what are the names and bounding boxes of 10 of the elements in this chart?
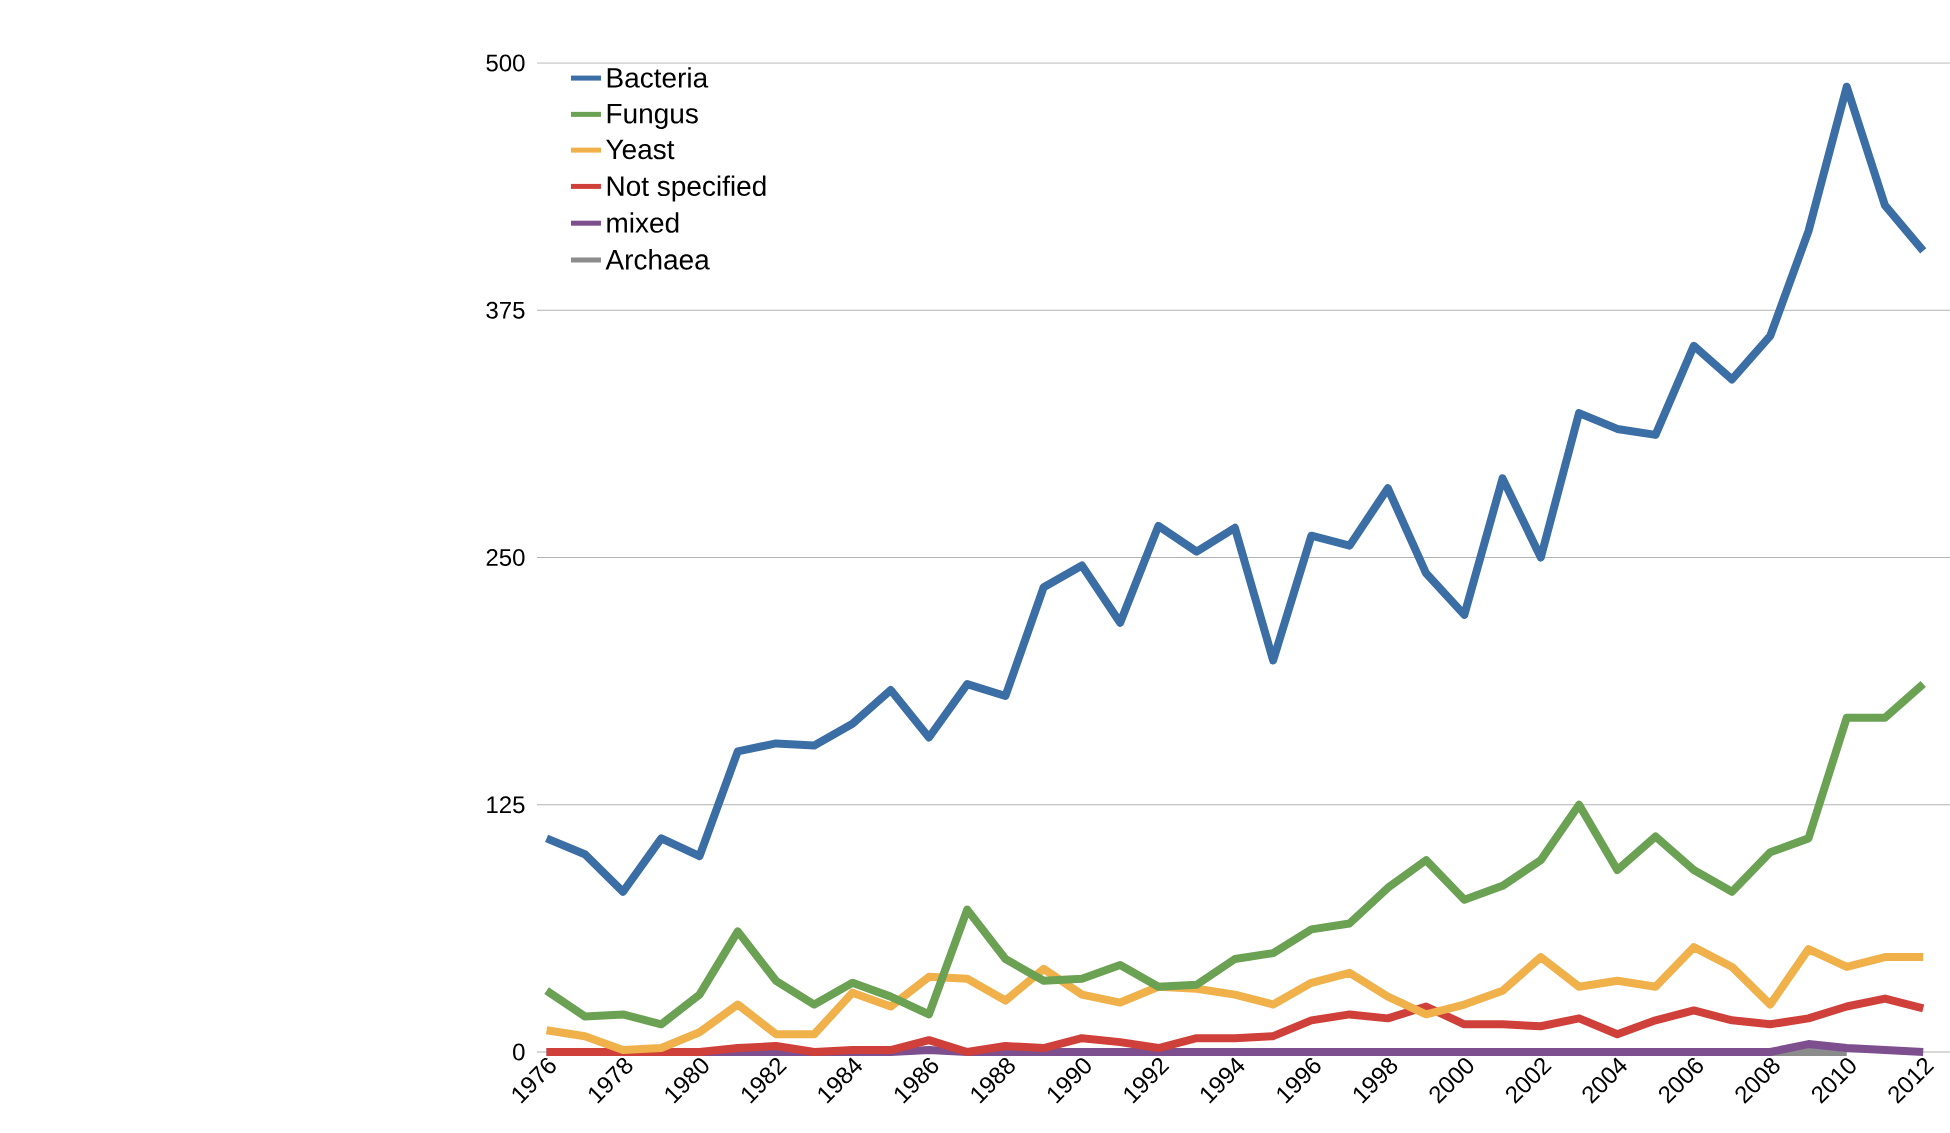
y-tick-label: 500	[486, 54, 525, 72]
legend-label: Not specified	[607, 175, 766, 202]
legend-label: Yeast	[606, 139, 675, 160]
legend-label: Archaea	[605, 249, 710, 270]
y-tick-label: 375	[486, 301, 525, 319]
y-tick-label: 125	[487, 796, 525, 814]
legend-label: Bacteria	[607, 67, 709, 88]
legend-label: mixed	[607, 212, 679, 233]
legend-label: Fungus	[607, 103, 698, 130]
y-tick-label: 250	[486, 549, 525, 566]
